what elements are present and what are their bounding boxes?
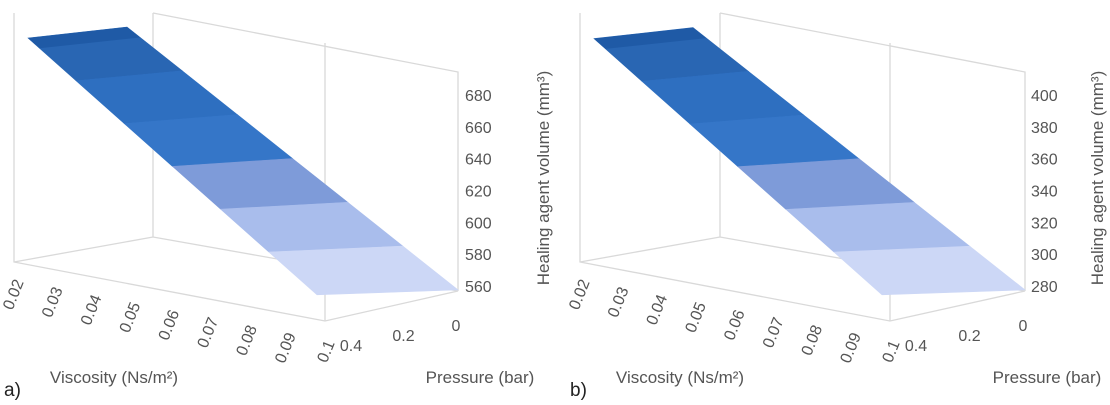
z-axis-label: Healing agent volume (mm³) [534, 71, 553, 285]
surface-band [689, 114, 860, 168]
x-axis-label: Viscosity (Ns/m²) [616, 368, 744, 387]
x-tick-label: 0.02 [0, 277, 27, 312]
surface-band [833, 245, 1026, 296]
z-tick-label: 660 [465, 120, 492, 137]
x-tick-label: 0.1 [880, 338, 904, 365]
z-tick-label: 560 [465, 279, 492, 296]
frame-floor [579, 13, 1026, 322]
surface-top-edge [594, 27, 707, 49]
z-tick-label: 340 [1031, 183, 1058, 200]
x-tick-label: 0.05 [683, 300, 710, 335]
y-axis-label: Pressure (bar) [426, 368, 535, 387]
surface-band [785, 202, 971, 253]
surface-top-edge [28, 27, 141, 49]
surface-band [268, 245, 459, 296]
surface-band [641, 70, 805, 125]
frame-back-wall [152, 12, 459, 291]
x-tick-label: 0.03 [39, 285, 66, 320]
z-tick-label: 280 [1031, 279, 1058, 296]
y-tick-label: 0.2 [392, 328, 414, 345]
y-axis-label: Pressure (bar) [993, 368, 1102, 387]
x-tick-label: 0.09 [272, 330, 299, 365]
surface-band [171, 158, 349, 210]
surface-band [123, 114, 294, 167]
x-tick-label: 0.04 [644, 292, 671, 327]
z-tick-label: 680 [465, 88, 492, 105]
z-tick-label: 400 [1031, 88, 1058, 105]
z-tick-label: 380 [1031, 120, 1058, 137]
x-tick-label: 0.04 [78, 292, 105, 327]
x-tick-label: 0.03 [605, 285, 632, 320]
frame-back-wall [719, 12, 1026, 291]
z-tick-label: 620 [465, 183, 492, 200]
x-tick-label: 0.06 [721, 308, 748, 343]
y-tick-label: 0.4 [340, 338, 362, 355]
x-tick-label: 0.06 [156, 308, 183, 343]
x-tick-label: 0.05 [117, 300, 144, 335]
x-tick-label: 0.07 [195, 315, 222, 350]
x-tick-label: 0.08 [234, 323, 261, 358]
z-tick-label: 300 [1031, 247, 1058, 264]
y-tick-label: 0 [1019, 318, 1028, 335]
panel-label-a: a) [4, 380, 21, 401]
y-tick-label: 0.4 [905, 338, 927, 355]
chart-panel-a: 560 580 600 620 640 660 680 Healing agent volum… [0, 12, 553, 387]
x-tick-label: 0.09 [838, 330, 865, 365]
panel-label-b: b) [570, 380, 587, 401]
x-axis-label: Viscosity (Ns/m²) [50, 368, 178, 387]
z-tick-label: 320 [1031, 215, 1058, 232]
y-tick-label: 0.2 [958, 328, 980, 345]
surface-band [75, 70, 239, 124]
z-tick-label: 640 [465, 152, 492, 169]
surface-band [219, 201, 404, 253]
surface-band [737, 158, 916, 210]
chart-panel-b: 280 300 320 340 360 380 400 Healing agent volum… [566, 12, 1107, 387]
z-axis-label: Healing agent volume (mm³) [1088, 71, 1107, 285]
frame-floor [13, 13, 459, 322]
y-tick-label: 0 [452, 318, 461, 335]
z-tick-label: 360 [1031, 152, 1058, 169]
x-tick-label: 0.08 [799, 323, 826, 358]
x-tick-label: 0.1 [315, 338, 339, 365]
x-tick-label: 0.07 [760, 315, 787, 350]
z-tick-label: 600 [465, 215, 492, 232]
z-tick-label: 580 [465, 247, 492, 264]
x-tick-label: 0.02 [566, 277, 593, 312]
